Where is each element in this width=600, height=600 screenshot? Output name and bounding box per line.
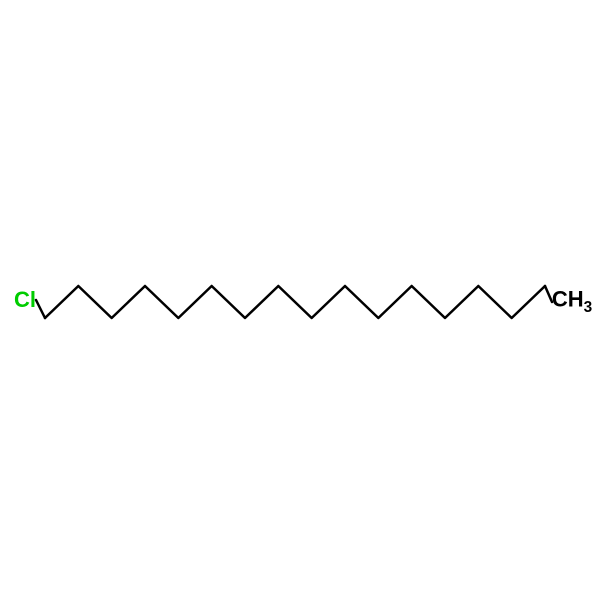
bond-cl [36, 300, 45, 318]
atom-CH3: CH3 [552, 289, 592, 316]
atom-Cl: Cl [14, 289, 36, 311]
carbon-chain [45, 286, 545, 318]
molecule-canvas: Cl CH3 [0, 0, 600, 600]
bond-layer [0, 0, 600, 600]
